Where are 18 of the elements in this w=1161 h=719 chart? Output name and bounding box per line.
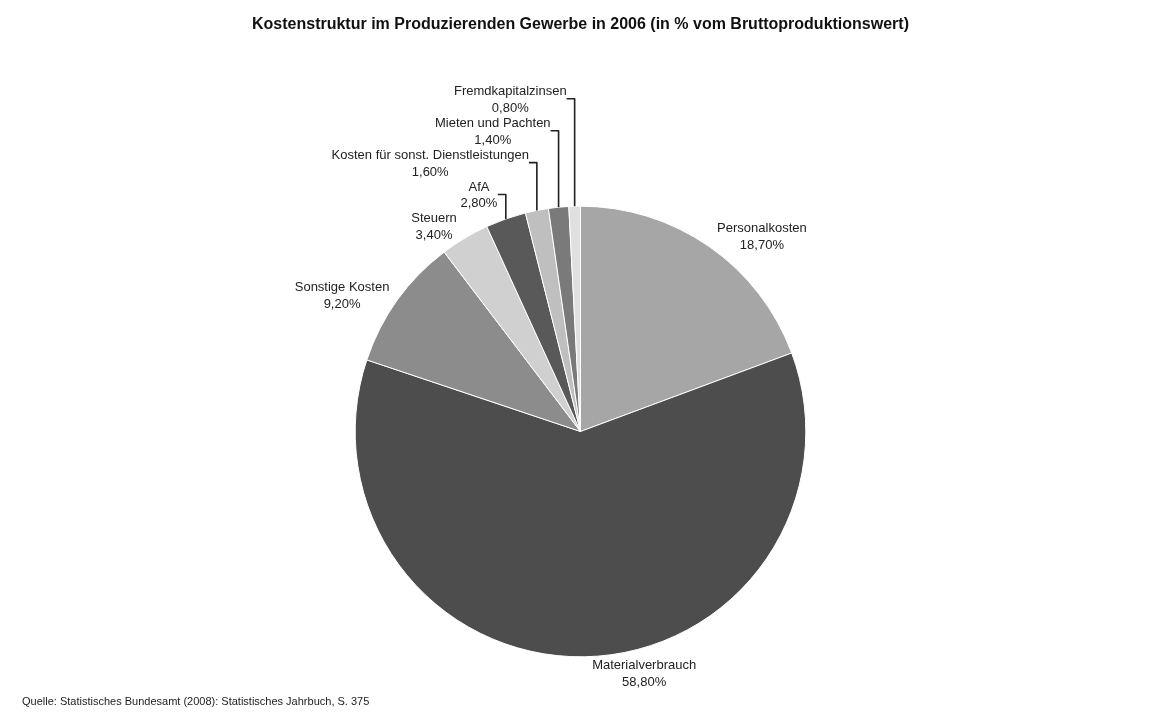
source-note: Quelle: Statistisches Bundesamt (2008): Statistisches Jahrbuch, S. 375	[22, 695, 370, 707]
data-label: 1,40%	[474, 131, 512, 147]
slice-label: Steuern	[411, 210, 457, 226]
chart-title: Kostenstruktur im Produzierenden Gewerbe in 2006 (in % vom Bruttoproduktionswert)	[252, 15, 909, 33]
data-label: 9,20%	[323, 295, 361, 311]
slice-label: Mieten und Pachten	[434, 114, 551, 130]
data-label: 58,80%	[622, 673, 667, 689]
slice-label: Fremdkapitalzinsen	[453, 82, 567, 98]
data-label: 3,40%	[415, 227, 453, 243]
slice-label: Materialverbrauch	[592, 656, 697, 672]
slice-label: AfA	[468, 178, 490, 194]
slice-label: Personalkosten	[717, 219, 807, 235]
data-label: 0,80%	[491, 99, 530, 115]
slice-label: Sonstige Kosten	[294, 278, 390, 294]
data-label: 1,60%	[411, 163, 450, 179]
slice-label: Kosten für sonst. Dienstleistungen	[331, 146, 529, 162]
data-label: 2,80%	[460, 195, 498, 211]
data-label: 18,70%	[739, 236, 785, 252]
